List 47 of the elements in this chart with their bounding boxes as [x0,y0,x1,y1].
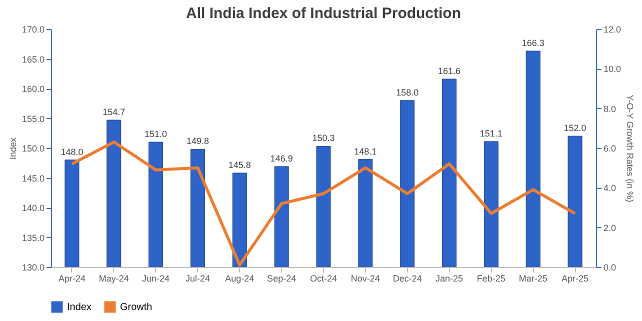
legend-label: Index [67,302,92,313]
y2-tick-label: 12.0 [604,24,622,34]
y-tick-label: 155.0 [22,114,44,124]
x-tick-label: Aug-24 [225,274,254,284]
y-tick-label: 170.0 [22,24,44,34]
x-tick-label: May-24 [98,274,129,284]
data-label: 154.7 [102,107,126,118]
x-tick-label: Apr-24 [58,274,86,284]
x-tick-label: Oct-24 [310,274,338,284]
y2-tick-label: 2.0 [604,222,616,233]
y-tick-label: 160.0 [22,84,44,94]
data-label: 146.9 [270,153,293,164]
x-tick-label: Feb-25 [476,274,506,284]
data-label: 158.0 [396,87,419,98]
y2-tick-label: 6.0 [604,144,616,154]
data-label: 150.3 [312,133,335,144]
y-tick-label: 165.0 [22,54,44,64]
x-tick-label: Jan-25 [436,274,464,284]
x-tick-label: Jul-24 [185,274,210,284]
y-tick-label: 135.0 [22,232,44,243]
data-label: 149.8 [186,136,209,146]
data-label: 148.0 [60,146,84,157]
x-tick-label: Apr-25 [562,274,589,284]
y2-axis-title: Y-O-Y Growth Rates (in %) [625,94,636,202]
data-label: 161.6 [438,66,461,76]
data-label: 166.3 [522,38,544,48]
data-label: 152.0 [564,123,586,134]
legend-label: Growth [120,302,152,313]
data-label: 148.1 [354,146,377,156]
x-tick-label: Jun-24 [142,274,170,284]
y-tick-label: 145.0 [22,173,44,184]
y2-tick-label: 10.0 [604,64,622,74]
y2-tick-label: 4.0 [604,183,616,194]
data-label: 145.8 [228,160,251,170]
x-tick-label: Sep-24 [267,274,296,284]
y2-tick-label: 8.0 [604,104,616,114]
y-tick-label: 140.0 [22,203,44,213]
y-tick-label: 150.0 [22,144,44,154]
data-label: 151.0 [144,129,168,140]
y2-tick-label: 0.0 [604,262,616,272]
x-tick-label: Mar-25 [518,274,548,284]
data-label: 151.1 [480,128,502,138]
y-tick-label: 130.0 [22,262,44,272]
chart-title: All India Index of Industrial Production [186,5,462,22]
y-axis-title: Index [8,137,18,160]
x-tick-label: Dec-24 [392,274,422,284]
x-tick-label: Nov-24 [350,274,380,284]
